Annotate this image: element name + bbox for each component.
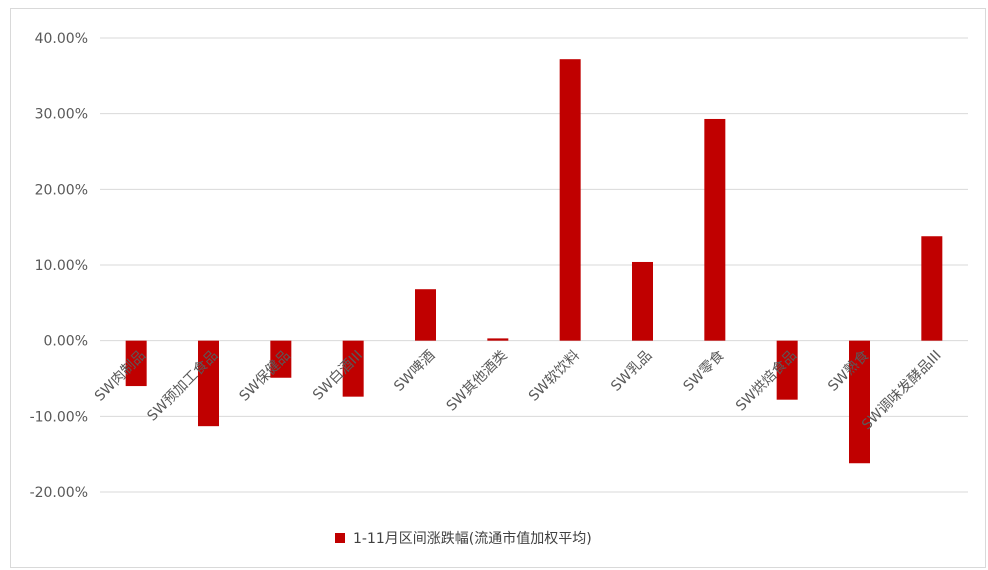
x-category-label: SW零食: [680, 347, 728, 395]
y-tick-label: 10.00%: [35, 258, 88, 274]
bar: [198, 340, 219, 427]
bar: [415, 289, 436, 341]
legend-swatch: [335, 533, 345, 543]
bar: [632, 261, 653, 341]
chart-frame: [10, 8, 986, 568]
legend: 1-11月区间涨跌幅(流通市值加权平均): [335, 528, 592, 548]
bar: [270, 340, 292, 378]
bar: [559, 59, 581, 341]
x-category-label: SW啤酒: [391, 348, 438, 395]
bars: [125, 59, 943, 464]
x-category-label: SW乳品: [608, 348, 655, 395]
x-category-label: SW软饮料: [526, 348, 583, 405]
bar: [921, 236, 943, 341]
y-tick-label: 40.00%: [35, 31, 88, 47]
legend-label: 1-11月区间涨跌幅(流通市值加权平均): [353, 531, 592, 547]
bar: [776, 340, 798, 400]
x-category-label: SW调味发酵品III: [859, 348, 945, 434]
bar: [487, 338, 509, 341]
y-tick-label: 20.00%: [35, 182, 88, 198]
y-axis-tick-labels: 40.00% 30.00% 20.00% 10.00% 0.00% -10.00% -20.…: [30, 31, 88, 501]
gridlines: [100, 37, 968, 493]
y-tick-label: 30.00%: [35, 107, 88, 123]
y-tick-label: -20.00%: [30, 485, 88, 501]
bar: [342, 340, 364, 397]
bar: [704, 118, 726, 341]
x-category-label: SW其他酒类: [444, 348, 511, 415]
bar: [125, 340, 147, 387]
y-tick-label: -10.00%: [30, 409, 88, 425]
bar: [849, 340, 870, 464]
y-tick-label: 0.00%: [44, 334, 88, 350]
